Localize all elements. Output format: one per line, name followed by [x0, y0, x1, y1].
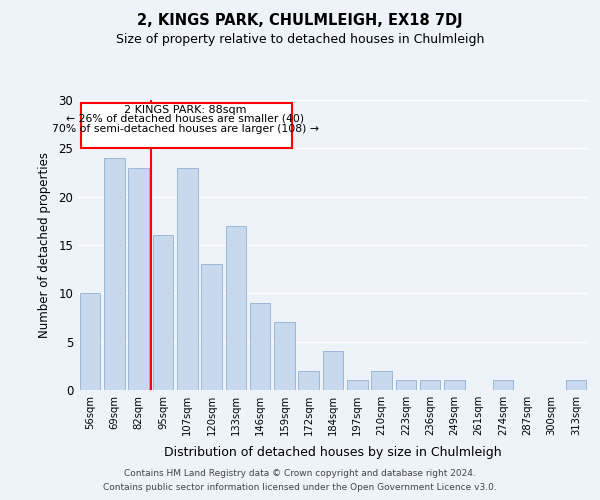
- Bar: [566, 380, 586, 390]
- Bar: [347, 380, 368, 390]
- Text: ← 26% of detached houses are smaller (40): ← 26% of detached houses are smaller (40…: [66, 114, 304, 124]
- Bar: [371, 370, 392, 390]
- Text: 70% of semi-detached houses are larger (108) →: 70% of semi-detached houses are larger (…: [52, 124, 319, 134]
- Bar: [128, 168, 149, 390]
- Bar: [323, 352, 343, 390]
- Bar: [152, 236, 173, 390]
- FancyBboxPatch shape: [80, 103, 292, 148]
- Bar: [104, 158, 125, 390]
- Bar: [226, 226, 246, 390]
- Text: 2, KINGS PARK, CHULMLEIGH, EX18 7DJ: 2, KINGS PARK, CHULMLEIGH, EX18 7DJ: [137, 12, 463, 28]
- Bar: [493, 380, 514, 390]
- Y-axis label: Number of detached properties: Number of detached properties: [38, 152, 52, 338]
- Bar: [395, 380, 416, 390]
- X-axis label: Distribution of detached houses by size in Chulmleigh: Distribution of detached houses by size …: [164, 446, 502, 460]
- Bar: [444, 380, 465, 390]
- Text: Contains HM Land Registry data © Crown copyright and database right 2024.: Contains HM Land Registry data © Crown c…: [124, 468, 476, 477]
- Bar: [274, 322, 295, 390]
- Bar: [298, 370, 319, 390]
- Text: Size of property relative to detached houses in Chulmleigh: Size of property relative to detached ho…: [116, 32, 484, 46]
- Bar: [177, 168, 197, 390]
- Bar: [250, 303, 271, 390]
- Text: Contains public sector information licensed under the Open Government Licence v3: Contains public sector information licen…: [103, 484, 497, 492]
- Bar: [420, 380, 440, 390]
- Text: 2 KINGS PARK: 88sqm: 2 KINGS PARK: 88sqm: [124, 105, 247, 115]
- Bar: [80, 294, 100, 390]
- Bar: [201, 264, 222, 390]
